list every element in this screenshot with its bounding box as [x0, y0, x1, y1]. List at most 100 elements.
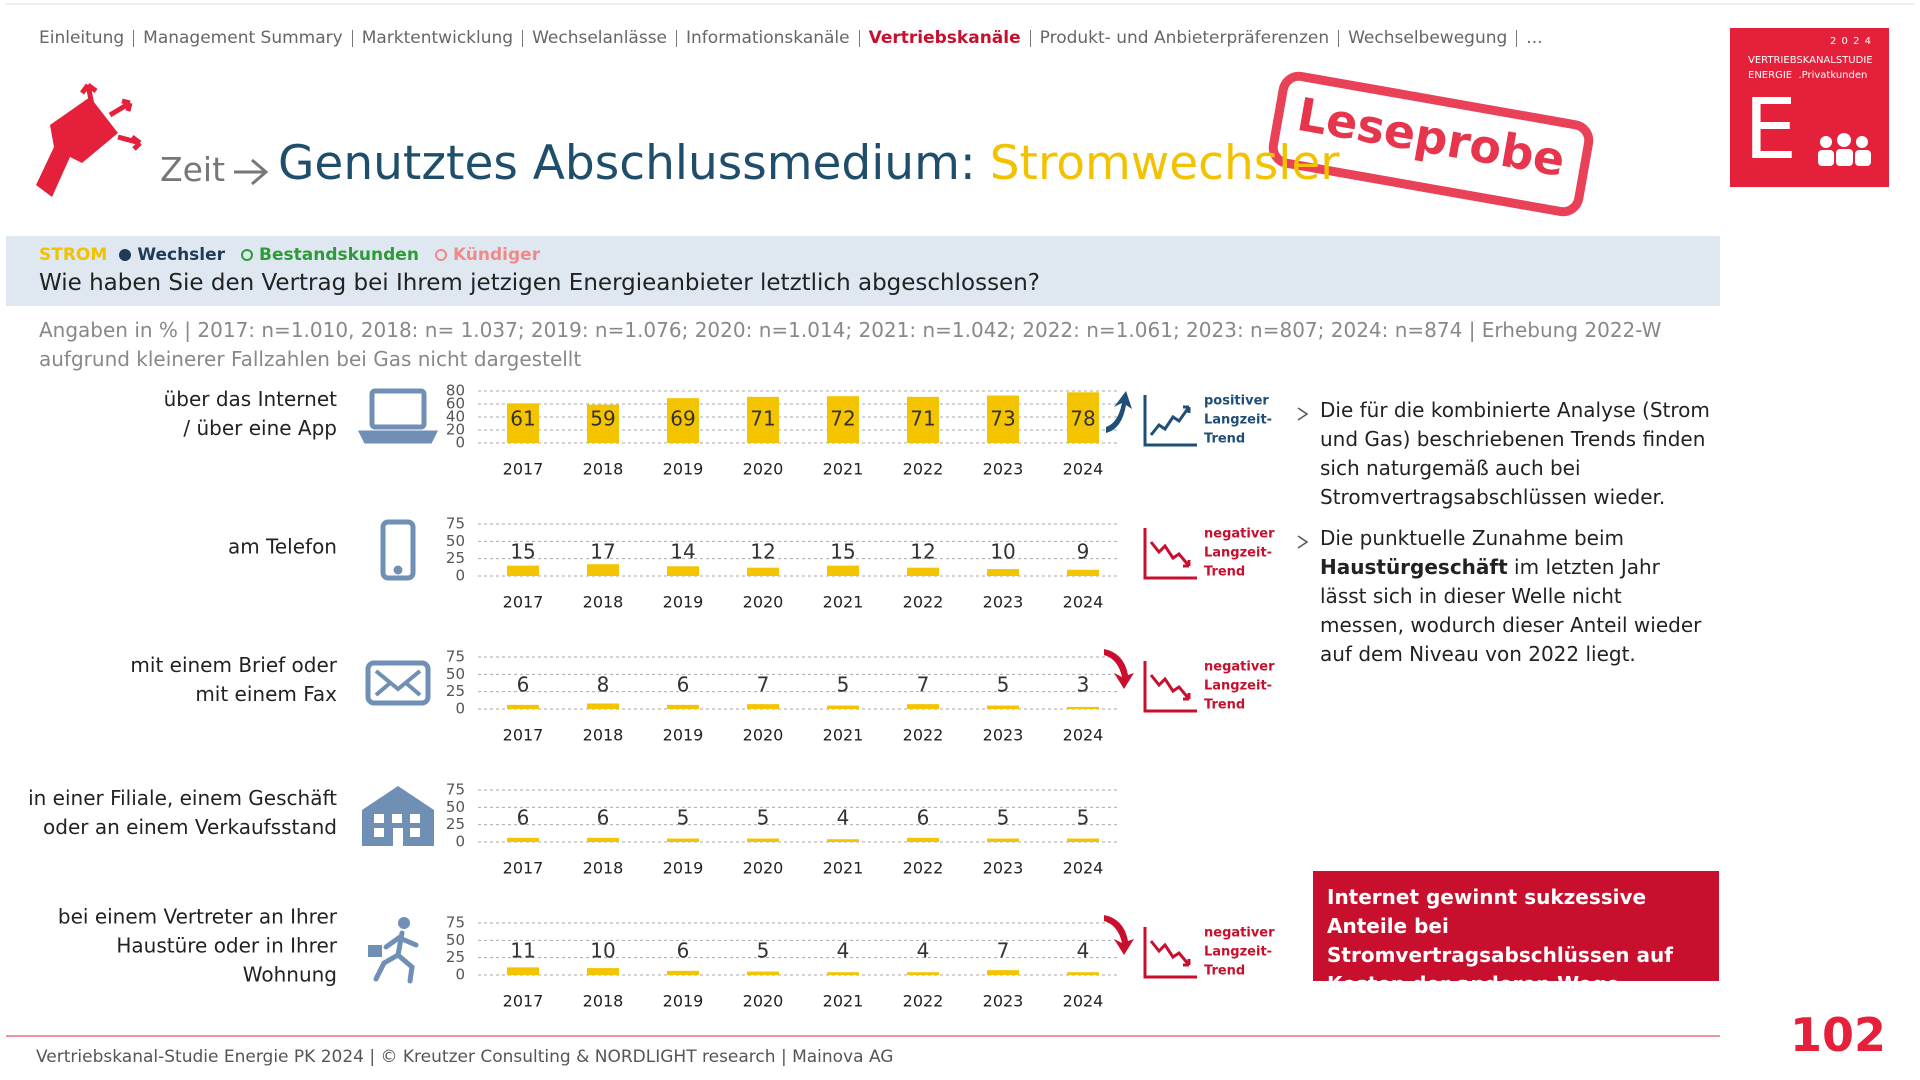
bar — [667, 970, 699, 975]
x-tick-label: 2023 — [983, 460, 1024, 479]
chart-title: am Telefon — [228, 535, 337, 559]
stamp-frame — [1268, 71, 1594, 217]
x-tick-label: 2019 — [663, 726, 704, 745]
question-band — [6, 236, 1720, 306]
value-label: 5 — [997, 806, 1010, 830]
channel-icon — [368, 917, 419, 984]
icon-part — [380, 519, 416, 581]
trend-label: Trend — [1204, 432, 1245, 447]
icon-part — [1149, 940, 1191, 966]
bar — [507, 967, 539, 975]
trend-icon — [1143, 528, 1197, 580]
y-tick-label: 25 — [446, 682, 465, 700]
y-tick-label: 60 — [446, 395, 465, 413]
channel-icon — [365, 660, 431, 706]
icon-part — [1183, 560, 1191, 568]
nav-item: Einleitung — [39, 28, 125, 48]
trend-label: Trend — [1204, 698, 1245, 713]
chart-title: mit einem Brief oder — [130, 653, 337, 677]
value-label: 11 — [510, 939, 535, 963]
title-main: Genutztes Abschlussmedium: — [278, 136, 976, 191]
legend-marker — [434, 249, 447, 261]
separator — [1338, 29, 1340, 47]
bar — [747, 838, 779, 842]
value-label: 4 — [837, 806, 850, 830]
conclusion-box: Internet gewinnt sukzessive Anteile bei … — [1313, 871, 1719, 996]
x-tick-label: 2021 — [823, 992, 864, 1011]
icon-part — [392, 814, 402, 823]
x-tick-label: 2017 — [503, 726, 544, 745]
x-tick-label: 2019 — [663, 593, 704, 612]
y-tick-label: 50 — [446, 798, 465, 816]
bar — [667, 398, 699, 443]
footer: Vertriebskanal-Studie Energie PK 2024 | … — [36, 1047, 894, 1067]
bar — [1067, 706, 1099, 709]
bar — [507, 403, 539, 443]
bar — [907, 972, 939, 975]
chart-title: mit einem Fax — [195, 682, 337, 706]
icon-part — [393, 565, 403, 575]
value-label: 6 — [517, 673, 530, 697]
x-tick-label: 2023 — [983, 859, 1024, 878]
x-tick-label: 2017 — [503, 593, 544, 612]
value-label: 71 — [750, 407, 775, 431]
section-icon — [36, 83, 142, 197]
x-tick-label: 2017 — [503, 460, 544, 479]
y-tick-label: 25 — [446, 948, 465, 966]
icon-part — [1143, 528, 1197, 580]
chart-title: über das Internet — [164, 387, 338, 411]
icon-part — [1183, 693, 1191, 701]
legend: STROM Wechsler Bestandskunden Kündiger — [39, 245, 556, 265]
bar — [747, 567, 779, 576]
value-label: 78 — [1070, 407, 1095, 431]
bar — [827, 565, 859, 576]
trend-label: Langzeit- — [1204, 546, 1272, 561]
separator — [133, 29, 135, 47]
legend-segment: STROM — [39, 245, 108, 265]
bar — [747, 704, 779, 709]
x-tick-label: 2022 — [903, 726, 944, 745]
value-label: 8 — [597, 673, 610, 697]
y-tick-label: 75 — [446, 914, 465, 932]
bar — [587, 968, 619, 975]
channel-icon — [380, 519, 416, 581]
bar — [827, 396, 859, 443]
y-tick-label: 25 — [446, 815, 465, 833]
value-label: 9 — [1077, 540, 1090, 564]
trend-label: Trend — [1204, 964, 1245, 979]
icon-part — [1149, 406, 1191, 436]
x-tick-label: 2019 — [663, 460, 704, 479]
value-label: 6 — [677, 673, 690, 697]
bar — [1067, 972, 1099, 975]
trend-label: negativer — [1204, 660, 1275, 675]
y-tick-label: 50 — [446, 665, 465, 683]
separator — [1029, 29, 1031, 47]
value-label: 72 — [830, 407, 855, 431]
bullet-text: Die punktuelle Zunahme beim Haustürgesch… — [1320, 524, 1710, 669]
x-tick-label: 2018 — [583, 593, 624, 612]
value-label: 3 — [1077, 673, 1090, 697]
y-tick-label: 75 — [446, 515, 465, 533]
icon-part — [369, 388, 427, 430]
value-label: 7 — [757, 673, 770, 697]
x-tick-label: 2019 — [663, 859, 704, 878]
bar — [827, 839, 859, 842]
bar — [667, 704, 699, 709]
trend-icon — [1143, 395, 1197, 447]
note: Angaben in % | 2017: n=1.010, 2018: n= 1… — [39, 318, 1662, 371]
chart-title: Haustüre oder in Ihrer — [116, 934, 337, 958]
trend-icon — [1143, 661, 1197, 713]
bar — [827, 705, 859, 709]
icon-part — [373, 930, 419, 984]
bullet-run: im letzten Jahr lässt sich in dieser Wel… — [1320, 555, 1702, 666]
bar — [987, 705, 1019, 709]
icon-part — [393, 828, 403, 846]
value-label: 7 — [917, 673, 930, 697]
value-label: 5 — [837, 673, 850, 697]
trend-label: Trend — [1204, 565, 1245, 580]
value-label: 59 — [590, 407, 615, 431]
bar — [507, 704, 539, 709]
bullet-marker — [1297, 535, 1309, 549]
